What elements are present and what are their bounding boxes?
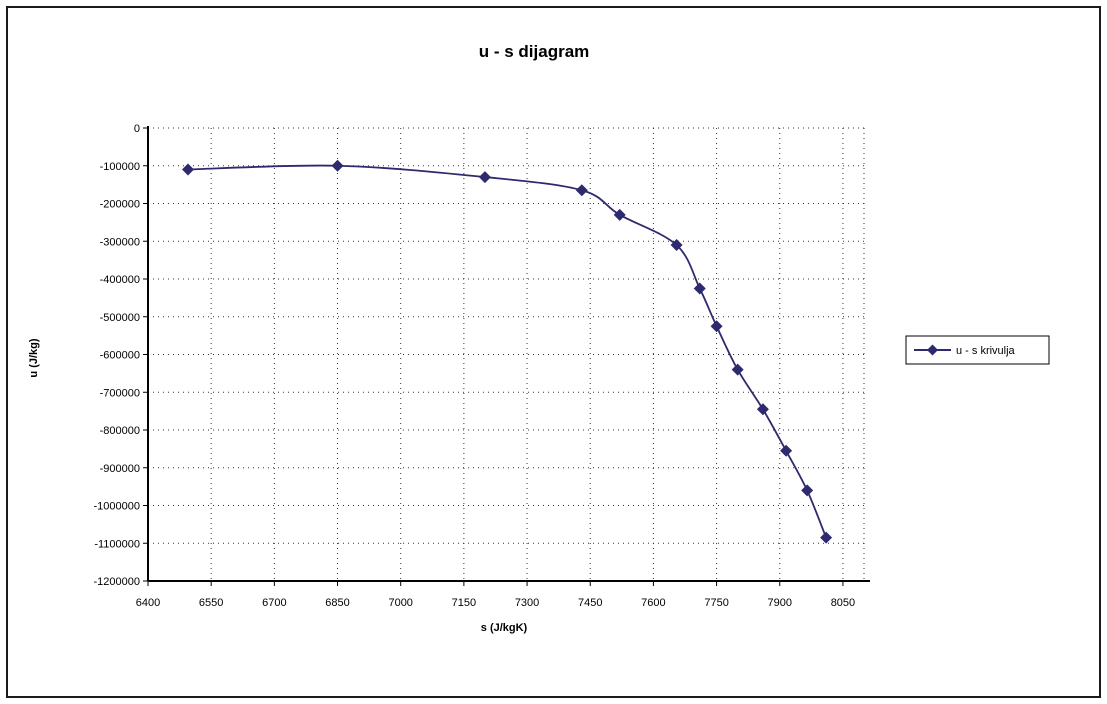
- x-axis-title: s (J/kgK): [481, 622, 528, 634]
- data-point: [478, 171, 491, 184]
- x-tick-label: 7300: [515, 597, 539, 609]
- y-tick-label: -200000: [100, 199, 140, 211]
- y-tick-label: -1100000: [94, 538, 140, 550]
- x-tick-label: 6850: [325, 597, 349, 609]
- data-point: [731, 363, 744, 376]
- y-tick-label: -1000000: [94, 501, 141, 513]
- data-point: [613, 208, 626, 221]
- y-tick-label: -700000: [100, 387, 140, 399]
- y-tick-label: -400000: [100, 274, 140, 286]
- y-axis-ticks: 0 -100000 -200000 -300000 -400000 -500000 -600…: [94, 123, 148, 588]
- x-tick-label: 7450: [578, 597, 602, 609]
- axes: [147, 126, 870, 582]
- series-group: [182, 159, 833, 544]
- x-tick-label: 6700: [262, 597, 286, 609]
- x-tick-label: 7600: [641, 597, 665, 609]
- data-point: [820, 531, 833, 544]
- data-point: [710, 320, 723, 333]
- y-tick-label: -300000: [100, 236, 140, 248]
- gridlines: [148, 127, 865, 581]
- y-tick-label: 0: [134, 123, 140, 135]
- y-tick-label: -900000: [100, 463, 140, 475]
- legend: u - s krivulja: [905, 335, 1050, 365]
- x-tick-label: 6550: [199, 597, 223, 609]
- data-point: [693, 282, 706, 295]
- x-axis-ticks: 6400 6550 6700 6850 7000 7150 7300 7450 7600 7750…: [136, 581, 855, 609]
- y-tick-label: -600000: [100, 350, 140, 362]
- data-point: [670, 239, 683, 252]
- x-tick-label: 8050: [831, 597, 855, 609]
- y-tick-label: -1200000: [94, 576, 141, 588]
- legend-label: u - s krivulja: [956, 345, 1016, 357]
- y-tick-label: -100000: [100, 161, 140, 173]
- series-line: [187, 164, 827, 538]
- x-tick-label: 7150: [452, 597, 476, 609]
- y-tick-label: -800000: [100, 425, 140, 437]
- data-point: [331, 159, 344, 172]
- chart: u - s dijagram 6400 6550 6700 6850 7000 7150 7…: [28, 42, 1050, 634]
- x-tick-label: 7750: [704, 597, 728, 609]
- y-tick-label: -500000: [100, 312, 140, 324]
- y-axis-title: u (J/kg): [28, 338, 40, 377]
- legend-marker: [927, 344, 938, 356]
- data-point: [756, 403, 769, 416]
- x-tick-label: 6400: [136, 597, 160, 609]
- x-tick-label: 7000: [388, 597, 412, 609]
- chart-title: u - s dijagram: [479, 42, 590, 61]
- data-point: [801, 484, 814, 497]
- data-point: [182, 163, 195, 176]
- data-point: [575, 184, 588, 197]
- x-tick-label: 7900: [768, 597, 792, 609]
- data-point: [780, 444, 793, 457]
- chart-frame: u - s dijagram 6400 6550 6700 6850 7000 7150 7…: [6, 6, 1101, 698]
